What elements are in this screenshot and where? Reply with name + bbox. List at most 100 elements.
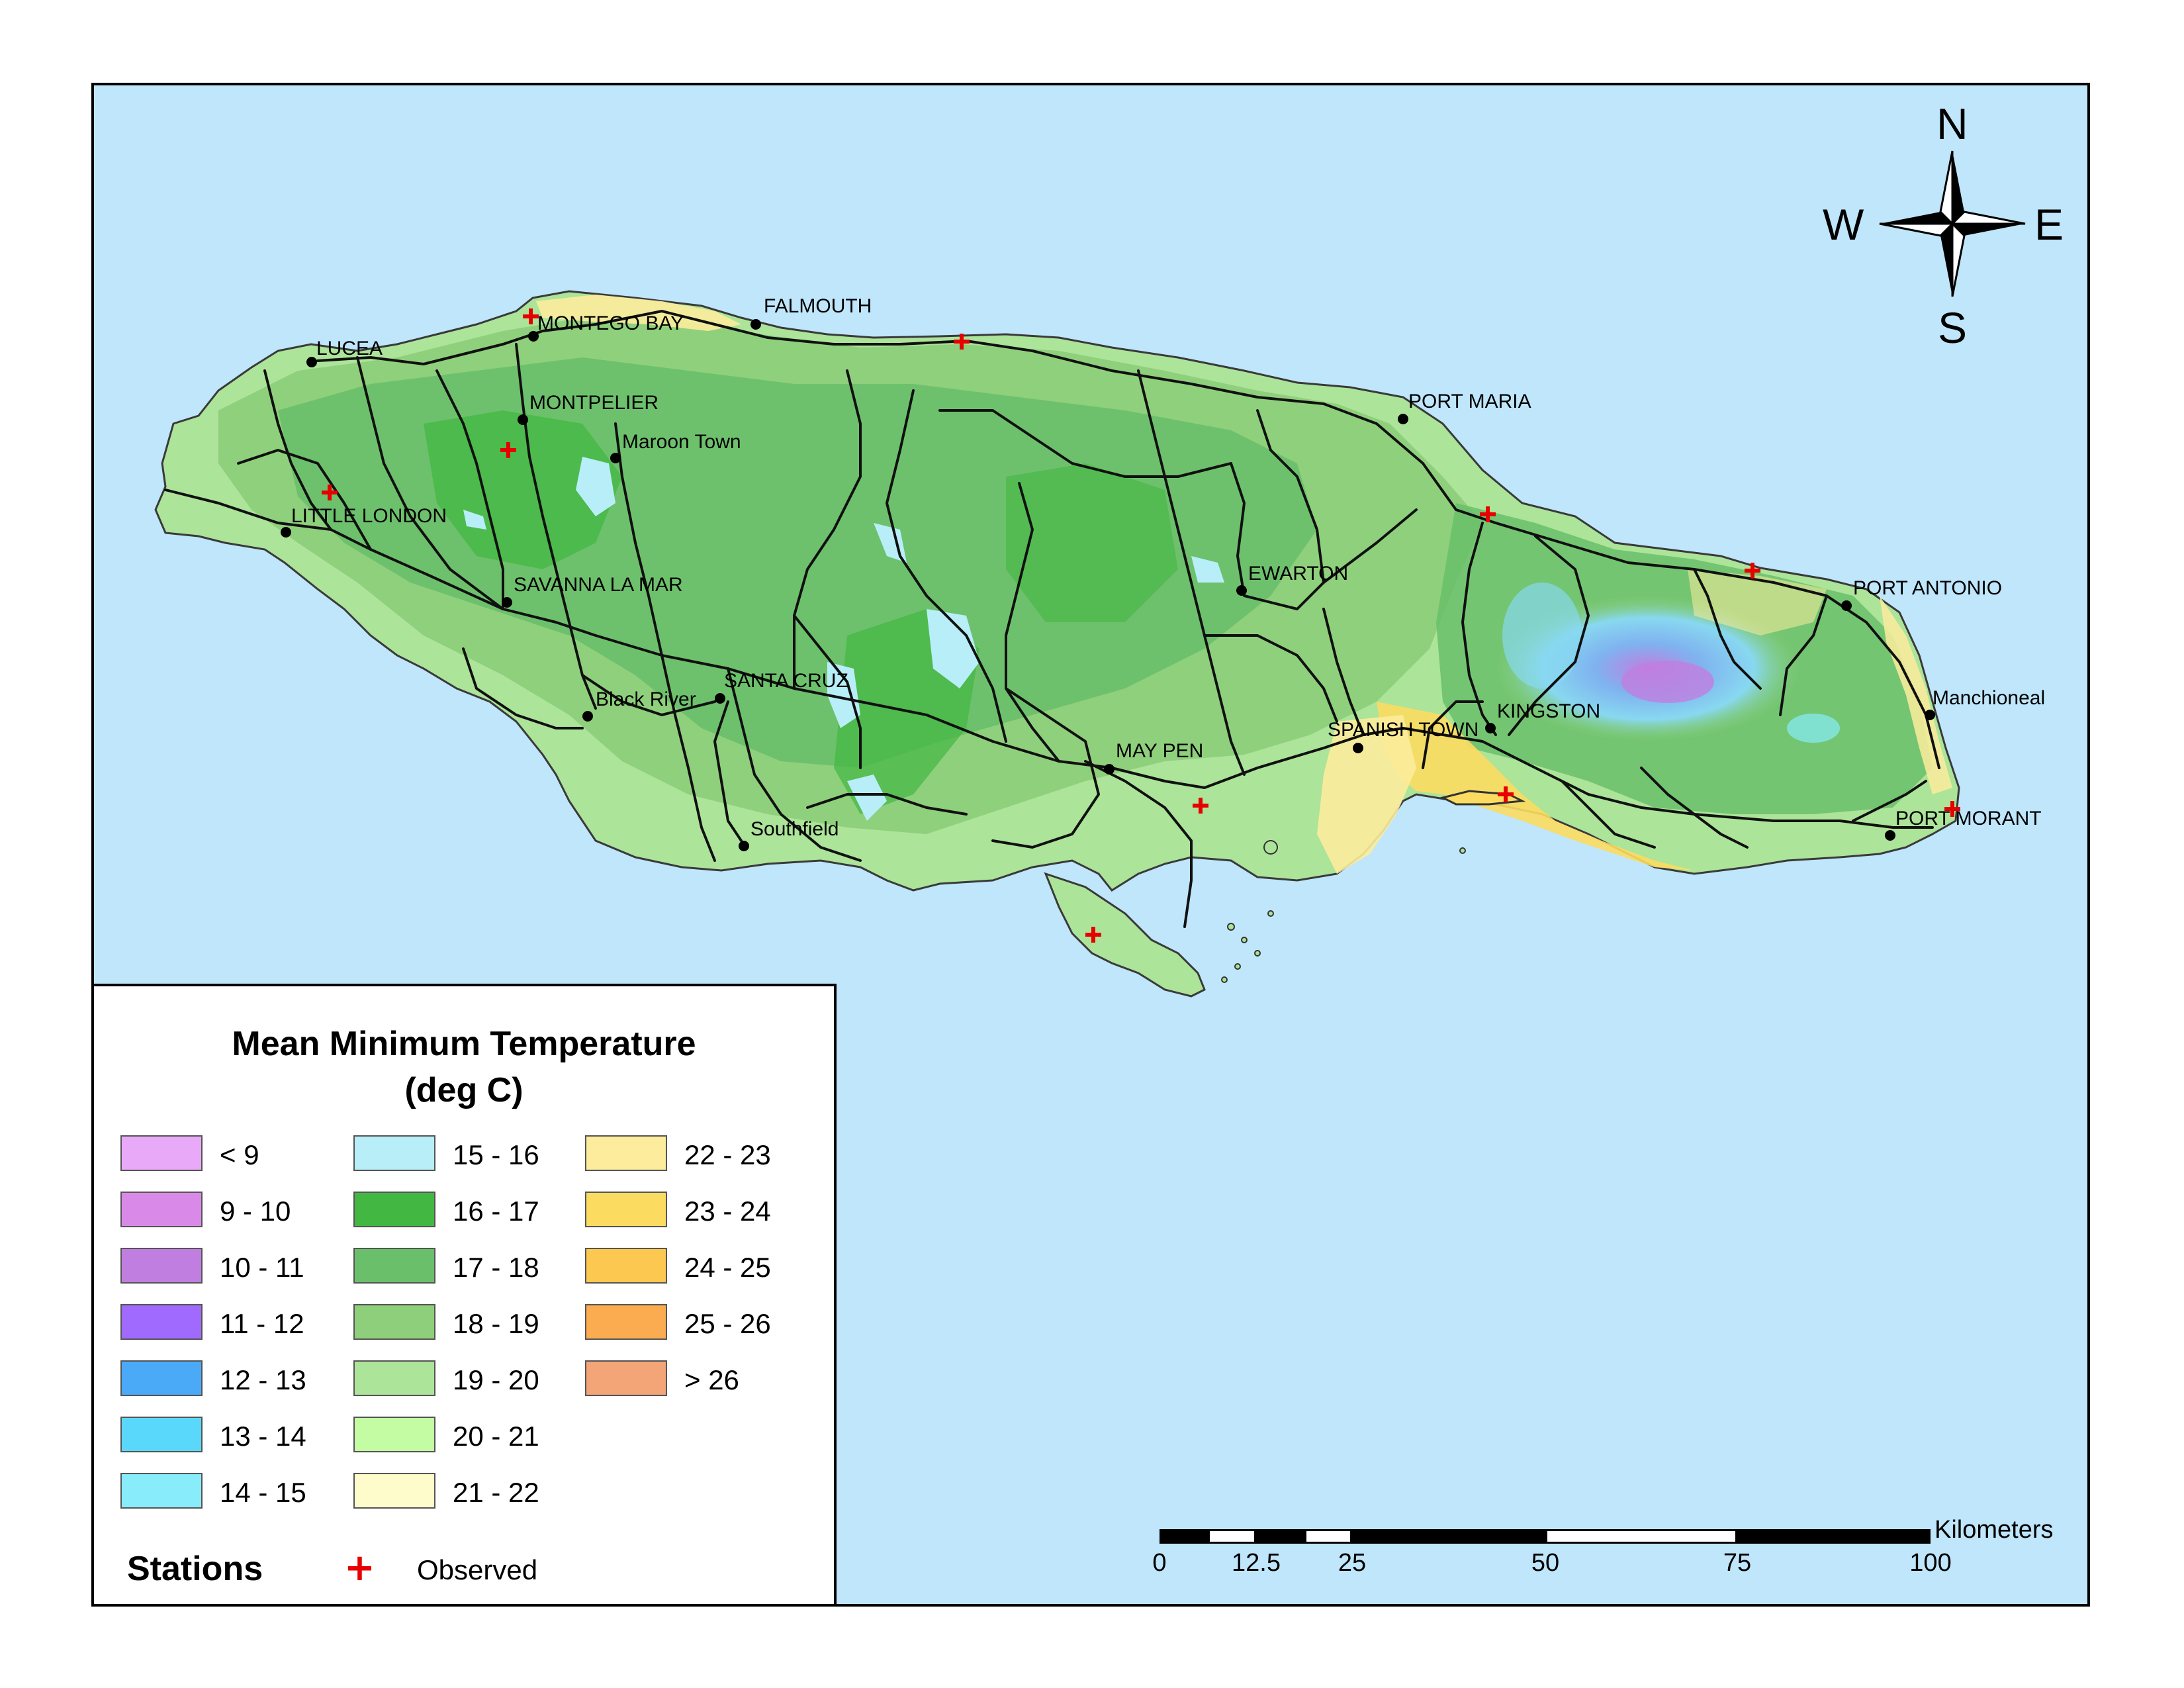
stations-title: Stations: [127, 1550, 263, 1588]
scale-segment: [1208, 1529, 1256, 1544]
legend-label: 14 - 15: [220, 1477, 306, 1508]
compass-arrow-east: [1952, 224, 2025, 236]
label-little-london: LITTLE LONDON: [291, 505, 447, 527]
label-spanish-town: SPANISH TOWN: [1328, 719, 1479, 741]
legend-swatch: [353, 1248, 435, 1284]
scale-tick: 25: [1338, 1549, 1367, 1577]
scale-tick: 50: [1531, 1549, 1560, 1577]
legend-swatch: [120, 1304, 203, 1340]
label-black-river: Black River: [596, 688, 696, 710]
legend-label: 10 - 11: [220, 1252, 304, 1283]
legend-label: 11 - 12: [220, 1308, 304, 1339]
label-manchioneal: Manchioneal: [1933, 687, 2045, 709]
town-dot-port-morant: [1885, 830, 1895, 841]
town-dot-port-maria: [1398, 414, 1408, 424]
legend-label: 17 - 18: [453, 1252, 539, 1283]
compass-e: E: [2034, 200, 2064, 249]
legend-title-line1: Mean Minimum Temperature: [232, 1025, 696, 1063]
cay: [1459, 847, 1466, 854]
legend-label: 21 - 22: [453, 1477, 539, 1508]
road-network: [164, 310, 1940, 928]
station-marker: [500, 442, 516, 458]
zone-cold-west: [1502, 583, 1582, 688]
cay: [1254, 950, 1261, 957]
station-marker: [1944, 801, 1960, 817]
town-dot-ewarton: [1236, 585, 1247, 596]
compass-arrow-west: [1880, 212, 1952, 224]
legend-swatch: [120, 1135, 203, 1171]
legend-label: 19 - 20: [453, 1364, 539, 1395]
town-dot-santa-cruz: [715, 693, 725, 704]
legend-swatch: [585, 1135, 667, 1171]
zone-peak-core: [1621, 661, 1714, 703]
legend-label: 24 - 25: [684, 1252, 771, 1283]
station-marker: [1498, 786, 1514, 802]
label-may-pen: MAY PEN: [1116, 740, 1203, 762]
legend-swatch: [585, 1192, 667, 1227]
town-dot-lucea: [306, 357, 317, 367]
label-santa-cruz: SANTA CRUZ: [724, 670, 848, 692]
town-dot-montego-bay: [528, 331, 539, 342]
compass-rose: N S E W: [1823, 99, 2064, 352]
zone-cold-east: [1787, 714, 1840, 743]
compass-s: S: [1938, 303, 1967, 352]
legend-label: 18 - 19: [453, 1308, 539, 1339]
scale-segment: [1160, 1529, 1208, 1544]
scale-tick: 100: [1909, 1549, 1952, 1577]
station-marker: [954, 334, 970, 350]
legend-label: > 26: [684, 1364, 739, 1395]
label-montego-bay: MONTEGO BAY: [537, 312, 684, 334]
label-falmouth: FALMOUTH: [764, 295, 872, 317]
place-labels: LUCEA MONTEGO BAY FALMOUTH MONTPELIER Ma…: [291, 295, 2045, 840]
label-lucea: LUCEA: [316, 338, 383, 359]
legend-swatch: [353, 1417, 435, 1452]
cool-patch-4: [1191, 556, 1224, 583]
scale-tick: 12.5: [1232, 1549, 1281, 1577]
compass-arrow-south: [1940, 224, 1952, 297]
legend-label: 23 - 24: [684, 1196, 771, 1227]
label-port-antonio: PORT ANTONIO: [1853, 577, 2002, 599]
town-dot-falmouth: [751, 319, 761, 330]
cool-patch-5: [847, 774, 887, 821]
towns: [281, 319, 1935, 851]
legend-swatch: [585, 1248, 667, 1284]
legend-swatch: [353, 1473, 435, 1509]
legend-swatch: [120, 1473, 203, 1509]
label-kingston: KINGSTON: [1497, 700, 1600, 722]
station-cross-icon: +: [344, 1546, 375, 1589]
cool-patch-7: [827, 662, 860, 728]
legend-label: 20 - 21: [453, 1421, 539, 1452]
town-dot-manchioneal: [1925, 710, 1935, 720]
town-dot-montpelier: [518, 414, 528, 425]
zone-warm-kingston: [1377, 702, 1694, 870]
cay: [1227, 923, 1235, 931]
scale-segment: [1737, 1529, 1931, 1544]
station-marker: [1193, 798, 1208, 814]
station-marker: [1480, 506, 1496, 522]
legend-label: 22 - 23: [684, 1139, 771, 1170]
compass-arrow-north: [1952, 151, 1964, 224]
legend-label: 9 - 10: [220, 1196, 291, 1227]
legend-title-line2: (deg C): [404, 1071, 523, 1109]
station-marker: [1085, 927, 1101, 943]
legend-panel: Mean Minimum Temperature (deg C) < 9 9 -…: [91, 984, 837, 1607]
town-dot-maroon-town: [610, 453, 621, 463]
legend-swatch: [585, 1304, 667, 1340]
peninsula-south: [1044, 872, 1206, 998]
cay: [1234, 963, 1241, 970]
station-label: Observed: [417, 1554, 538, 1585]
scale-tick: 75: [1723, 1549, 1752, 1577]
label-port-maria: PORT MARIA: [1408, 391, 1531, 412]
label-maroon-town: Maroon Town: [622, 431, 741, 453]
legend-swatch: [120, 1248, 203, 1284]
legend-swatch: [120, 1192, 203, 1227]
town-dot-spanish-town: [1353, 743, 1363, 753]
legend-swatch: [353, 1360, 435, 1396]
station-marker: [523, 308, 539, 324]
scale-bar: Kilometers 0 12.5 25 50 75 100: [1152, 1516, 2118, 1582]
scale-segment: [1545, 1529, 1737, 1544]
label-port-morant: PORT MORANT: [1895, 808, 2042, 829]
zone-16-17-c: [1006, 463, 1178, 622]
cool-patch-6: [463, 510, 486, 530]
